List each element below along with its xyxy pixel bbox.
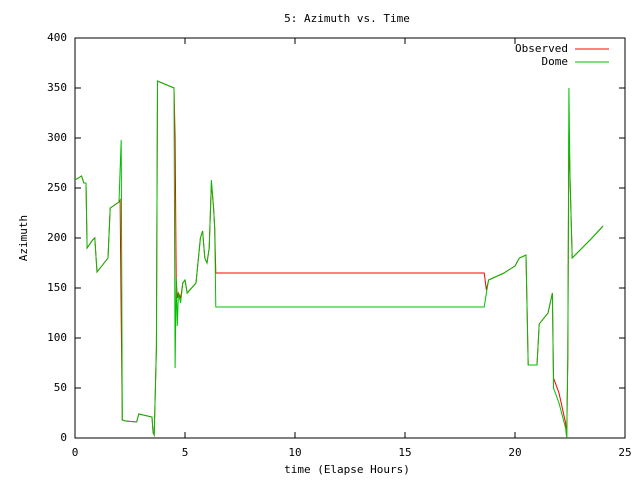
x-tick-label: 0 [72,446,79,459]
x-axis-label: time (Elapse Hours) [284,463,410,476]
y-tick-label: 250 [47,181,67,194]
y-tick-label: 300 [47,131,67,144]
y-tick-label: 100 [47,331,67,344]
x-tick-label: 5 [182,446,189,459]
y-tick-label: 350 [47,81,67,94]
y-tick-label: 50 [54,381,67,394]
legend-label: Observed [515,42,568,55]
y-tick-label: 150 [47,281,67,294]
y-tick-label: 0 [60,431,67,444]
y-tick-label: 200 [47,231,67,244]
x-tick-label: 25 [618,446,631,459]
x-tick-label: 20 [508,446,521,459]
data-line [74,80,604,439]
legend-label: Dome [542,55,569,68]
y-tick-label: 400 [47,31,67,44]
x-tick-label: 10 [288,446,301,459]
chart-title: 5: Azimuth vs. Time [284,12,410,25]
data-line [74,80,604,439]
y-axis-label: Azimuth [17,215,30,261]
x-tick-label: 15 [398,446,411,459]
